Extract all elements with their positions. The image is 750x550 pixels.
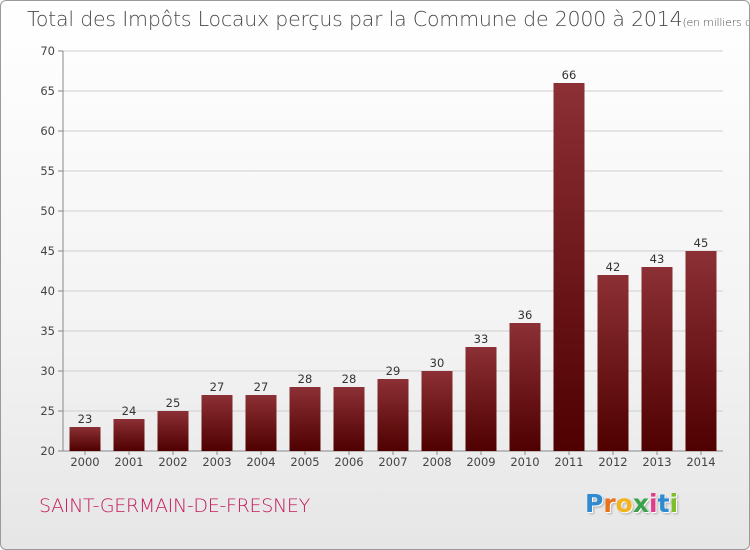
chart-title-text: Total des Impôts Locaux perçus par la Co… [27,7,683,31]
bar-2002 [157,411,189,451]
chart-title: Total des Impôts Locaux perçus par la Co… [27,7,749,31]
bar-2003 [201,395,233,451]
bar-value-label: 36 [518,308,533,322]
logo-letter: x [632,489,649,518]
x-tick-label: 2007 [378,455,407,469]
x-tick-label: 2014 [686,455,715,469]
bar-value-label: 29 [386,364,401,378]
bar-2000 [69,427,101,451]
bar-value-label: 33 [474,332,489,346]
logo-letter: i [649,489,658,518]
y-tick-label: 45 [40,244,55,258]
logo-letter: P [585,489,604,518]
logo-letter: o [615,489,633,518]
y-tick-label: 35 [40,324,55,338]
y-tick-label: 55 [40,164,55,178]
bar-2007 [377,379,409,451]
bar-2011 [553,83,585,451]
logo-letter: r [603,489,616,518]
bar-2006 [333,387,365,451]
bar-value-label: 23 [78,412,93,426]
bar-2008 [421,371,453,451]
bar-2014 [685,251,717,451]
bar-value-label: 66 [562,68,577,82]
x-tick-label: 2012 [598,455,627,469]
x-tick-label: 2004 [246,455,275,469]
x-tick-label: 2011 [554,455,583,469]
bar-value-label: 27 [254,380,269,394]
x-tick-label: 2008 [422,455,451,469]
x-tick-label: 2005 [290,455,319,469]
bar-2009 [465,347,497,451]
chart-unit: (en milliers d'€) [682,16,749,29]
x-tick-label: 2010 [510,455,539,469]
logo-letter: i [669,489,679,518]
bar-value-label: 45 [694,236,709,250]
x-tick-label: 2001 [114,455,143,469]
bar-2013 [641,267,673,451]
bar-value-label: 25 [166,396,181,410]
bars: 23 24 25 27 27 28 28 29 30 33 36 66 42 43 45 [69,68,717,451]
y-tick-label: 40 [40,284,55,298]
logo-letter: t [657,489,670,518]
x-tick-label: 2013 [642,455,671,469]
bar-value-label: 24 [122,404,137,418]
bar-2012 [597,275,629,451]
y-tick-label: 65 [40,84,55,98]
y-tick-label: 70 [40,44,55,58]
y-tick-label: 50 [40,204,55,218]
x-tick-label: 2006 [334,455,363,469]
y-tick-label: 25 [40,404,55,418]
y-tick-label: 30 [40,364,55,378]
x-tick-label: 2002 [158,455,187,469]
x-tick-label: 2003 [202,455,231,469]
bar-value-label: 28 [298,372,313,386]
bar-2004 [245,395,277,451]
bar-2001 [113,419,145,451]
x-tick-label: 2009 [466,455,495,469]
x-tick-label: 2000 [70,455,99,469]
bar-value-label: 30 [430,356,445,370]
bar-value-label: 42 [606,260,621,274]
bar-2010 [509,323,541,451]
bar-value-label: 28 [342,372,357,386]
bar-value-label: 43 [650,252,665,266]
y-tick-label: 60 [40,124,55,138]
proxiti-logo[interactable]: Proxiti [585,489,678,518]
bar-2005 [289,387,321,451]
bar-value-label: 27 [210,380,225,394]
commune-name: SAINT-GERMAIN-DE-FRESNEY [39,495,310,517]
y-tick-label: 20 [40,444,55,458]
